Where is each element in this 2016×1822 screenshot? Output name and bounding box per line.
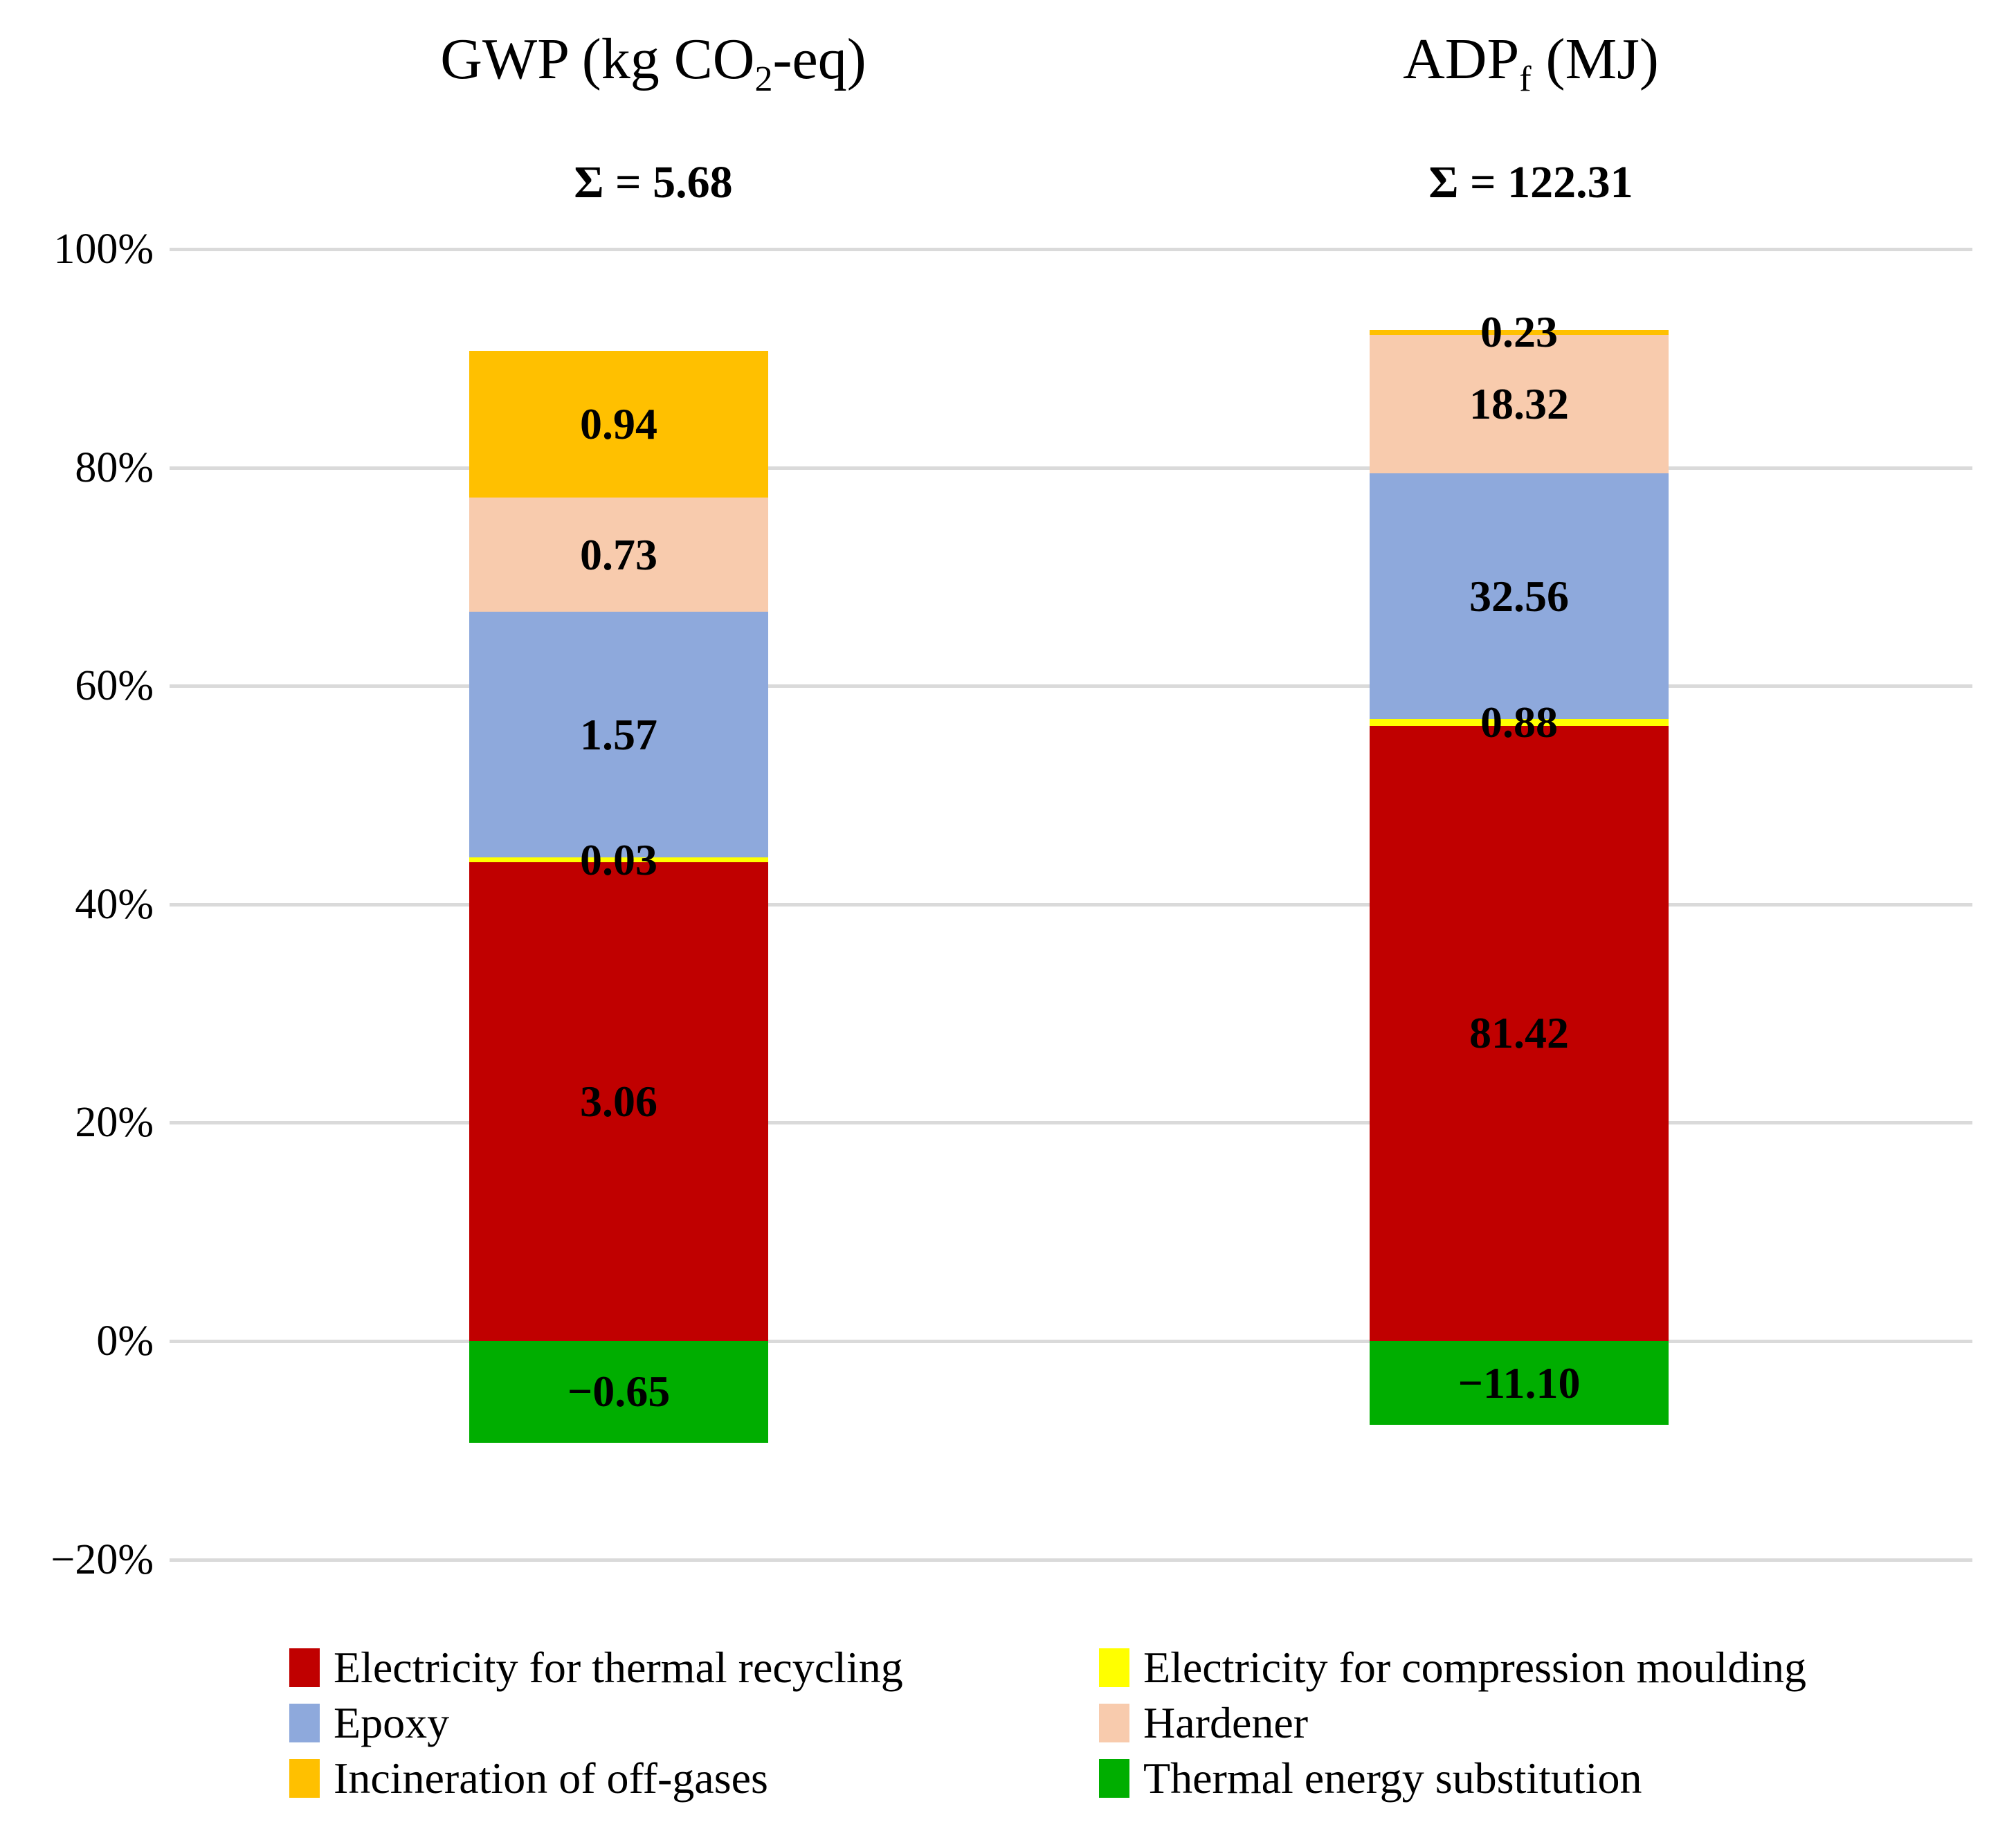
column-title-adp-text: ADP [1403, 27, 1520, 91]
column-title-adp: ADPf (MJ) [1116, 27, 1946, 99]
data-label-gwp-epoxy: 1.57 [580, 709, 657, 759]
legend-swatch-hardener-icon [1099, 1704, 1129, 1742]
column-sum-gwp: Σ = 5.68 [574, 157, 733, 208]
legend-item-incineration-off-gases: Incineration of off-gases [289, 1752, 768, 1805]
column-title-gwp-unit: -eq) [772, 27, 866, 91]
column-title-adp-subscript: f [1519, 59, 1532, 99]
legend-label-electricity-thermal-recycling: Electricity for thermal recycling [334, 1643, 903, 1692]
data-label-gwp-hardener: 0.73 [580, 529, 657, 579]
legend-label-hardener: Hardener [1143, 1698, 1309, 1747]
y-tick-label-60: 60% [75, 662, 154, 710]
legend-label-epoxy: Epoxy [334, 1698, 450, 1747]
segment-gwp-epoxy [469, 612, 768, 858]
data-label-adpf-electricity-for-thermal-recycling: 81.42 [1469, 1008, 1569, 1058]
legend-item-electricity-thermal-recycling: Electricity for thermal recycling [289, 1641, 903, 1694]
segment-adpf-thermal-energy-substitution [1370, 1341, 1669, 1425]
legend-label-incineration-off-gases: Incineration of off-gases [334, 1753, 768, 1803]
legend-swatch-epoxy-icon [289, 1704, 320, 1742]
data-label-adpf-epoxy: 32.56 [1469, 571, 1569, 621]
gridline-60 [170, 684, 1972, 689]
y-tick-label--20: −20% [51, 1536, 154, 1583]
data-label-adpf-electricity-for-compression-moulding: 0.88 [1480, 698, 1558, 747]
gridline-80 [170, 466, 1972, 470]
stacked-bar-gwp: 3.06 0.03 1.57 0.73 0.94 −0.65 [469, 0, 768, 1822]
y-tick-label-100: 100% [53, 226, 154, 273]
y-tick-label-80: 80% [75, 444, 154, 491]
segment-adpf-hardener [1370, 334, 1669, 473]
legend-swatch-electricity-compression-moulding-icon [1099, 1648, 1129, 1687]
legend-item-thermal-energy-substitution: Thermal energy substitution [1099, 1752, 1642, 1805]
data-label-adpf-hardener: 18.32 [1469, 379, 1569, 428]
segment-gwp-thermal-energy-substitution [469, 1341, 768, 1443]
segment-adpf-electricity-for-thermal-recycling [1370, 725, 1669, 1341]
legend-item-electricity-compression-moulding: Electricity for compression moulding [1099, 1641, 1806, 1694]
segment-adpf-incineration-of-off-gases [1370, 329, 1669, 335]
legend-item-epoxy: Epoxy [289, 1697, 449, 1749]
segment-gwp-incineration-of-off-gases [469, 350, 768, 498]
column-title-gwp: GWP (kg CO2-eq) [238, 27, 1069, 99]
segment-adpf-epoxy [1370, 473, 1669, 720]
legend-swatch-incineration-off-gases-icon [289, 1759, 320, 1798]
legend-label-electricity-compression-moulding: Electricity for compression moulding [1143, 1643, 1806, 1692]
column-title-gwp-text: GWP (kg CO [440, 27, 755, 91]
legend-label-thermal-energy-substitution: Thermal energy substitution [1143, 1753, 1642, 1803]
legend-swatch-electricity-thermal-recycling-icon [289, 1648, 320, 1687]
data-label-gwp-electricity-for-thermal-recycling: 3.06 [580, 1077, 657, 1127]
data-label-gwp-incineration-of-off-gases: 0.94 [580, 399, 657, 449]
column-title-gwp-subscript: 2 [754, 59, 773, 99]
gridline-0 [170, 1340, 1972, 1343]
gridline-40 [170, 902, 1972, 907]
data-label-gwp-electricity-for-compression-moulding: 0.03 [580, 835, 657, 884]
segment-adpf-electricity-for-compression-moulding [1370, 719, 1669, 726]
legend-item-hardener: Hardener [1099, 1697, 1308, 1749]
gridline-20 [170, 1121, 1972, 1125]
data-label-adpf-incineration-of-off-gases: 0.23 [1480, 307, 1558, 357]
y-tick-label-20: 20% [75, 1099, 154, 1147]
stacked-bar-adpf: 81.42 0.88 32.56 18.32 0.23 −11.10 [1370, 0, 1669, 1822]
segment-gwp-electricity-for-compression-moulding [469, 857, 768, 863]
y-tick-label-40: 40% [75, 880, 154, 928]
gridline-100 [170, 248, 1972, 251]
gridline--20 [170, 1558, 1972, 1562]
data-label-gwp-thermal-energy-substitution: −0.65 [567, 1367, 671, 1416]
legend-swatch-thermal-energy-substitution-icon [1099, 1759, 1129, 1798]
y-tick-label-0: 0% [96, 1318, 154, 1365]
column-sum-adp: Σ = 122.31 [1428, 157, 1633, 208]
segment-gwp-electricity-for-thermal-recycling [469, 862, 768, 1341]
data-label-adpf-thermal-energy-substitution: −11.10 [1457, 1358, 1581, 1408]
segment-gwp-hardener [469, 498, 768, 612]
column-title-adp-unit: (MJ) [1531, 27, 1659, 91]
